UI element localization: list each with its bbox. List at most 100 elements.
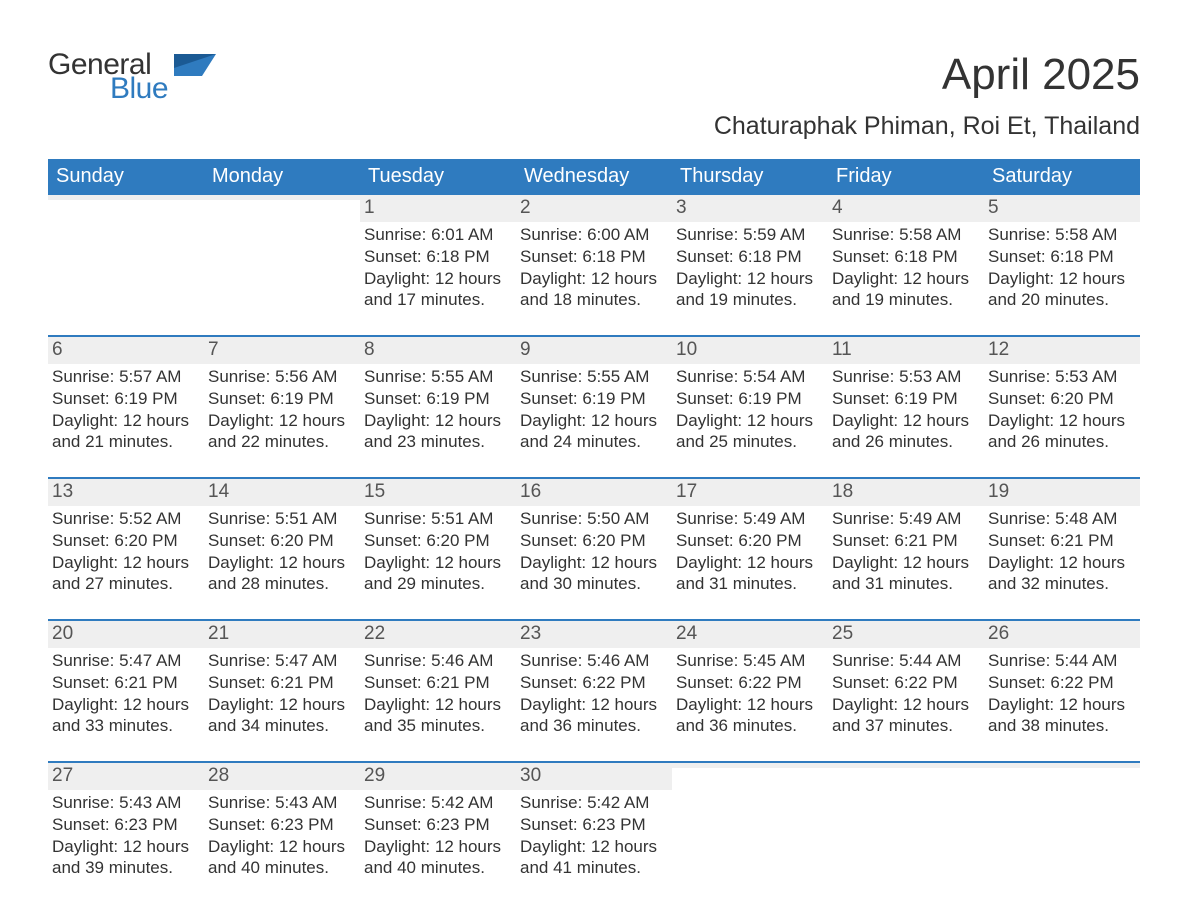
sunrise-text: Sunrise: 5:52 AM [52, 508, 198, 530]
header-row: General Blue April 2025 [48, 50, 1140, 104]
day-number: 5 [988, 197, 999, 218]
day-info: Sunrise: 6:00 AMSunset: 6:18 PMDaylight:… [520, 224, 666, 311]
day-info: Sunrise: 6:01 AMSunset: 6:18 PMDaylight:… [364, 224, 510, 311]
sunset-text: Sunset: 6:18 PM [988, 246, 1134, 268]
sunrise-text: Sunrise: 5:44 AM [832, 650, 978, 672]
sunrise-text: Sunrise: 5:58 AM [988, 224, 1134, 246]
sunrise-text: Sunrise: 5:46 AM [520, 650, 666, 672]
day-number: 17 [676, 481, 697, 502]
daylight-text: Daylight: 12 hours and 32 minutes. [988, 552, 1134, 596]
sunrise-text: Sunrise: 6:01 AM [364, 224, 510, 246]
sunrise-text: Sunrise: 5:59 AM [676, 224, 822, 246]
calendar-cell: 18Sunrise: 5:49 AMSunset: 6:21 PMDayligh… [828, 479, 984, 595]
day-header: Wednesday [516, 159, 672, 195]
day-number-row: 26 [984, 621, 1140, 648]
sunset-text: Sunset: 6:21 PM [364, 672, 510, 694]
daylight-text: Daylight: 12 hours and 26 minutes. [988, 410, 1134, 454]
sunset-text: Sunset: 6:19 PM [520, 388, 666, 410]
sunset-text: Sunset: 6:20 PM [208, 530, 354, 552]
sunrise-text: Sunrise: 5:51 AM [208, 508, 354, 530]
calendar-cell: 21Sunrise: 5:47 AMSunset: 6:21 PMDayligh… [204, 621, 360, 737]
sunrise-text: Sunrise: 5:49 AM [676, 508, 822, 530]
day-number-row: 17 [672, 479, 828, 506]
daylight-text: Daylight: 12 hours and 17 minutes. [364, 268, 510, 312]
sunrise-text: Sunrise: 5:42 AM [520, 792, 666, 814]
daylight-text: Daylight: 12 hours and 38 minutes. [988, 694, 1134, 738]
sunrise-text: Sunrise: 5:53 AM [988, 366, 1134, 388]
day-number: 30 [520, 765, 541, 786]
sunrise-text: Sunrise: 5:54 AM [676, 366, 822, 388]
day-info: Sunrise: 5:56 AMSunset: 6:19 PMDaylight:… [208, 366, 354, 453]
sunset-text: Sunset: 6:22 PM [988, 672, 1134, 694]
sunset-text: Sunset: 6:20 PM [676, 530, 822, 552]
logo-blue-text: Blue [110, 74, 168, 104]
calendar-cell: 19Sunrise: 5:48 AMSunset: 6:21 PMDayligh… [984, 479, 1140, 595]
sunrise-text: Sunrise: 5:57 AM [52, 366, 198, 388]
day-number-row: 29 [360, 763, 516, 790]
daylight-text: Daylight: 12 hours and 20 minutes. [988, 268, 1134, 312]
day-number: 11 [832, 339, 852, 360]
day-number: 9 [520, 339, 531, 360]
sunset-text: Sunset: 6:19 PM [364, 388, 510, 410]
day-number: 22 [364, 623, 385, 644]
day-number-row: 10 [672, 337, 828, 364]
calendar-cell: 8Sunrise: 5:55 AMSunset: 6:19 PMDaylight… [360, 337, 516, 453]
sunrise-text: Sunrise: 5:45 AM [676, 650, 822, 672]
calendar-cell: 4Sunrise: 5:58 AMSunset: 6:18 PMDaylight… [828, 195, 984, 311]
day-info: Sunrise: 5:58 AMSunset: 6:18 PMDaylight:… [832, 224, 978, 311]
sunrise-text: Sunrise: 5:42 AM [364, 792, 510, 814]
calendar-cell [672, 763, 828, 879]
day-number: 18 [832, 481, 853, 502]
calendar-cell: 12Sunrise: 5:53 AMSunset: 6:20 PMDayligh… [984, 337, 1140, 453]
calendar-cell: 24Sunrise: 5:45 AMSunset: 6:22 PMDayligh… [672, 621, 828, 737]
daylight-text: Daylight: 12 hours and 37 minutes. [832, 694, 978, 738]
day-header: Sunday [48, 159, 204, 195]
sunset-text: Sunset: 6:21 PM [832, 530, 978, 552]
calendar-cell: 25Sunrise: 5:44 AMSunset: 6:22 PMDayligh… [828, 621, 984, 737]
day-number-row: 22 [360, 621, 516, 648]
calendar-cell [48, 195, 204, 311]
day-info: Sunrise: 5:51 AMSunset: 6:20 PMDaylight:… [364, 508, 510, 595]
day-number: 25 [832, 623, 853, 644]
day-number-row: 27 [48, 763, 204, 790]
calendar: Sunday Monday Tuesday Wednesday Thursday… [48, 159, 1140, 879]
calendar-cell: 13Sunrise: 5:52 AMSunset: 6:20 PMDayligh… [48, 479, 204, 595]
calendar-week: 13Sunrise: 5:52 AMSunset: 6:20 PMDayligh… [48, 477, 1140, 595]
daylight-text: Daylight: 12 hours and 30 minutes. [520, 552, 666, 596]
day-info: Sunrise: 5:46 AMSunset: 6:22 PMDaylight:… [520, 650, 666, 737]
logo-text: General Blue [48, 50, 168, 104]
day-info: Sunrise: 5:42 AMSunset: 6:23 PMDaylight:… [364, 792, 510, 879]
day-info: Sunrise: 5:55 AMSunset: 6:19 PMDaylight:… [520, 366, 666, 453]
day-header: Friday [828, 159, 984, 195]
sunset-text: Sunset: 6:21 PM [208, 672, 354, 694]
calendar-cell: 15Sunrise: 5:51 AMSunset: 6:20 PMDayligh… [360, 479, 516, 595]
day-number: 20 [52, 623, 73, 644]
day-info: Sunrise: 5:47 AMSunset: 6:21 PMDaylight:… [52, 650, 198, 737]
daylight-text: Daylight: 12 hours and 39 minutes. [52, 836, 198, 880]
calendar-cell: 11Sunrise: 5:53 AMSunset: 6:19 PMDayligh… [828, 337, 984, 453]
sunset-text: Sunset: 6:23 PM [364, 814, 510, 836]
sunrise-text: Sunrise: 5:46 AM [364, 650, 510, 672]
page: General Blue April 2025 Chaturaphak Phim… [0, 0, 1188, 919]
calendar-cell [984, 763, 1140, 879]
sunset-text: Sunset: 6:21 PM [52, 672, 198, 694]
location-subtitle: Chaturaphak Phiman, Roi Et, Thailand [48, 112, 1140, 141]
sunrise-text: Sunrise: 5:43 AM [208, 792, 354, 814]
day-number-row: 11 [828, 337, 984, 364]
day-number: 8 [364, 339, 375, 360]
day-number-row: 9 [516, 337, 672, 364]
sunrise-text: Sunrise: 5:53 AM [832, 366, 978, 388]
day-info: Sunrise: 5:45 AMSunset: 6:22 PMDaylight:… [676, 650, 822, 737]
day-number: 26 [988, 623, 1009, 644]
sunrise-text: Sunrise: 5:48 AM [988, 508, 1134, 530]
day-info: Sunrise: 5:43 AMSunset: 6:23 PMDaylight:… [208, 792, 354, 879]
sunset-text: Sunset: 6:18 PM [520, 246, 666, 268]
day-info: Sunrise: 5:44 AMSunset: 6:22 PMDaylight:… [988, 650, 1134, 737]
sunrise-text: Sunrise: 5:56 AM [208, 366, 354, 388]
day-header: Tuesday [360, 159, 516, 195]
day-info: Sunrise: 5:43 AMSunset: 6:23 PMDaylight:… [52, 792, 198, 879]
day-number-row: 28 [204, 763, 360, 790]
day-number: 1 [364, 197, 375, 218]
sunset-text: Sunset: 6:20 PM [52, 530, 198, 552]
day-header: Thursday [672, 159, 828, 195]
